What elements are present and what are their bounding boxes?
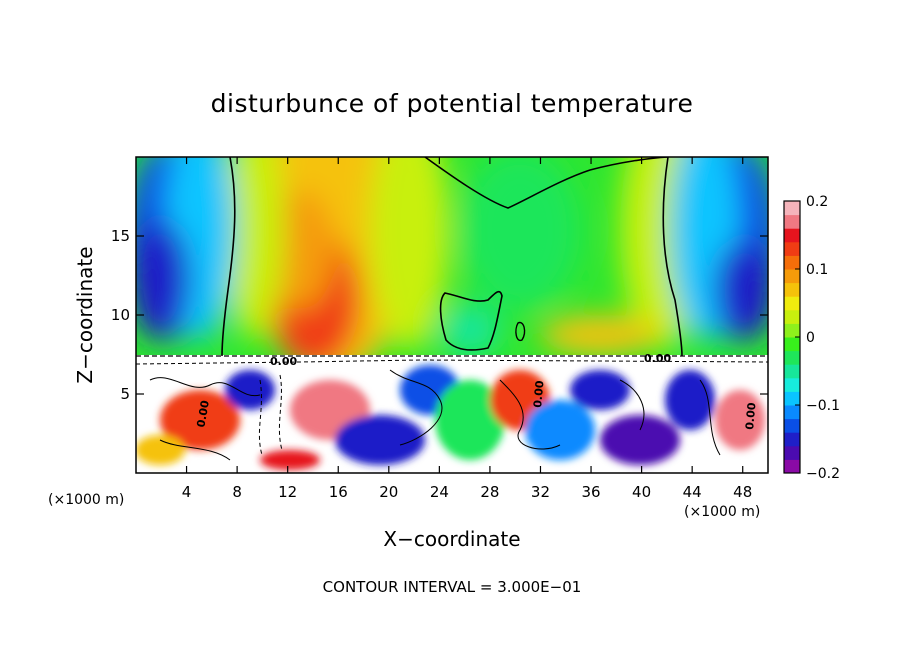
colorbar-swatch xyxy=(784,282,800,297)
x-unit-left: (×1000 m) xyxy=(48,492,124,508)
colorbar-swatch xyxy=(784,214,800,229)
colorbar-swatch xyxy=(784,459,800,474)
x-tick-label: 24 xyxy=(430,483,449,501)
contour-interval: CONTOUR INTERVAL = 3.000E−01 xyxy=(323,578,582,596)
colorbar-swatch xyxy=(784,364,800,379)
colorbar-swatch xyxy=(784,432,800,447)
colorbar-swatch xyxy=(784,337,800,352)
colorbar-swatch xyxy=(784,255,800,270)
colorbar-swatch xyxy=(784,405,800,420)
colorbar-swatch xyxy=(784,377,800,392)
x-tick-label: 44 xyxy=(683,483,702,501)
contour-label: 0.00 xyxy=(531,380,546,409)
y-axis-label: Z−coordinate xyxy=(73,246,97,383)
x-tick-label: 12 xyxy=(278,483,297,501)
x-unit-right: (×1000 m) xyxy=(684,504,760,520)
colorbar: 0.2 0.1 0 −0.1 −0.2 xyxy=(783,194,840,482)
colorbar-swatch xyxy=(784,309,800,324)
colorbar-tick-label: 0.1 xyxy=(806,262,828,278)
x-tick-label: 36 xyxy=(581,483,600,501)
plot-area: 0.00 0.00 0.00 0.00 0.00 xyxy=(136,157,768,473)
chart-title: disturbunce of potential temperature xyxy=(211,89,694,118)
x-tick-label: 16 xyxy=(329,483,348,501)
y-tick-label: 15 xyxy=(111,227,130,245)
colorbar-tick-label: 0 xyxy=(806,330,815,346)
contour-label: 0.00 xyxy=(270,355,297,368)
colorbar-swatch xyxy=(784,418,800,433)
contour-label: 0.00 xyxy=(194,399,212,428)
x-tick-label: 32 xyxy=(531,483,550,501)
colorbar-swatch xyxy=(784,241,800,256)
colorbar-tick-label: −0.2 xyxy=(806,466,840,482)
contour-label: 0.00 xyxy=(644,352,671,365)
colorbar-swatch xyxy=(784,228,800,243)
colorbar-swatch xyxy=(784,269,800,284)
x-tick-label: 40 xyxy=(632,483,651,501)
x-axis-label: X−coordinate xyxy=(383,527,520,551)
y-tick-label: 10 xyxy=(111,306,130,324)
x-tick-label: 20 xyxy=(379,483,398,501)
y-tick-label: 5 xyxy=(120,385,130,403)
colorbar-swatch xyxy=(784,391,800,406)
x-tick-label: 48 xyxy=(733,483,752,501)
x-tick-label: 8 xyxy=(232,483,242,501)
colorbar-tick-label: −0.1 xyxy=(806,398,840,414)
x-tick-label: 28 xyxy=(480,483,499,501)
colorbar-swatch xyxy=(784,296,800,311)
colorbar-swatch xyxy=(784,445,800,460)
x-tick-label: 4 xyxy=(182,483,192,501)
colorbar-swatch xyxy=(784,350,800,365)
contour-label: 0.00 xyxy=(743,402,758,431)
colorbar-swatch xyxy=(784,201,800,216)
colorbar-tick-label: 0.2 xyxy=(806,194,828,210)
x-axis: 4 8 12 16 20 24 28 32 36 40 44 48 xyxy=(182,157,752,501)
colorbar-swatch xyxy=(784,323,800,338)
y-axis: 5 10 15 xyxy=(111,227,768,403)
